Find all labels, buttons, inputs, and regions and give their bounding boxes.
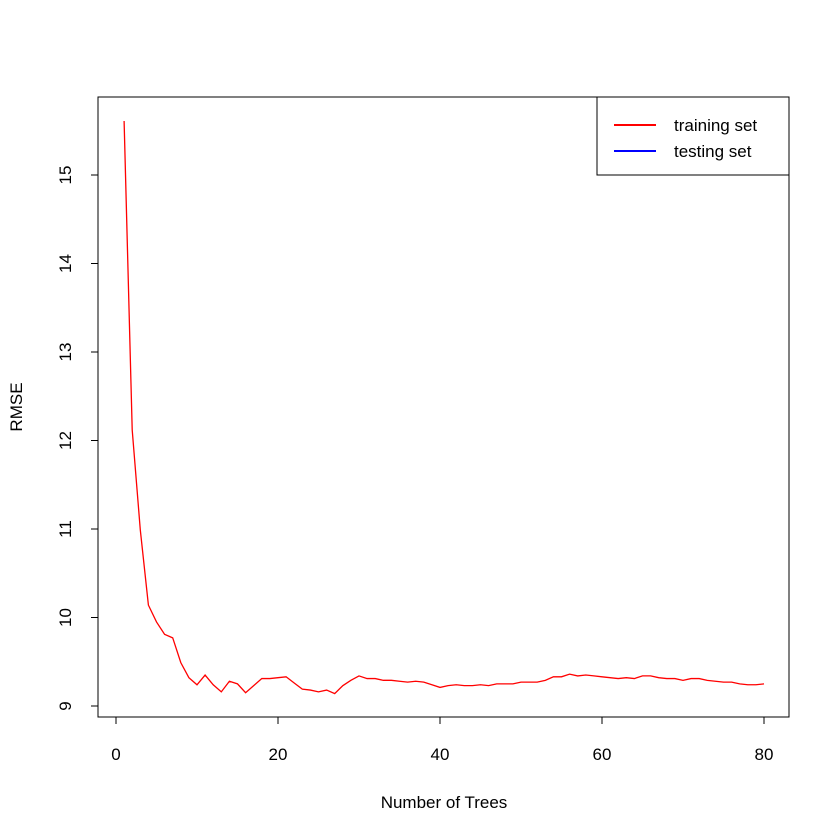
- y-tick-label: 15: [56, 166, 75, 185]
- x-axis: 0 20 40 60 80: [111, 716, 774, 764]
- y-axis-label: RMSE: [7, 382, 26, 431]
- y-tick-label: 13: [56, 343, 75, 362]
- x-tick-label: 60: [593, 745, 612, 764]
- plot-frame: [97, 96, 790, 718]
- x-tick-label: 80: [755, 745, 774, 764]
- legend-label-training: training set: [674, 116, 757, 135]
- legend: training set testing set: [596, 96, 790, 176]
- y-tick-label: 10: [56, 608, 75, 627]
- x-axis-label: Number of Trees: [381, 793, 508, 812]
- legend-label-testing: testing set: [674, 142, 752, 161]
- x-tick-label: 0: [111, 745, 120, 764]
- series-group: [123, 120, 765, 695]
- y-tick-label: 12: [56, 431, 75, 450]
- y-axis: 9 10 11 12 13 14 15: [56, 166, 99, 711]
- y-tick-label: 9: [56, 701, 75, 710]
- series-line-training-set: [123, 120, 765, 695]
- y-tick-label: 14: [56, 254, 75, 273]
- x-tick-label: 40: [431, 745, 450, 764]
- y-tick-label: 11: [56, 520, 75, 538]
- legend-box: [596, 96, 790, 176]
- x-tick-label: 20: [269, 745, 288, 764]
